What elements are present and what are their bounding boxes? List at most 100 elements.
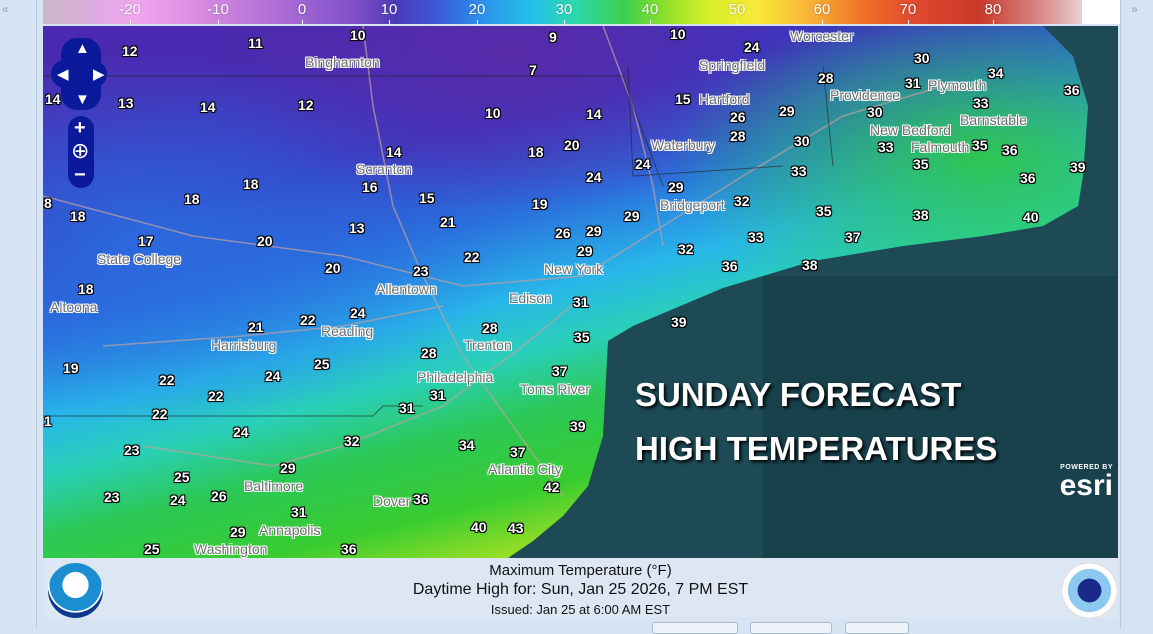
colorbar-tick-label: 70 — [899, 1, 917, 18]
temperature-value: 36 — [722, 258, 738, 274]
temperature-value: 9 — [549, 29, 557, 45]
right-panel-frame: » — [1120, 0, 1153, 628]
temperature-value: 14 — [386, 144, 402, 160]
city-label: New York — [544, 261, 604, 277]
city-label: Dover — [373, 493, 411, 509]
legend-title: Maximum Temperature (°F) — [489, 562, 672, 579]
temperature-value: 35 — [574, 329, 590, 345]
map-shading — [43, 26, 1118, 558]
temperature-value: 14 — [200, 99, 216, 115]
temperature-value: 34 — [988, 65, 1004, 81]
temperature-value: 39 — [671, 314, 687, 330]
colorbar-tick-label: 20 — [468, 1, 486, 18]
temperature-value: 28 — [482, 320, 498, 336]
temperature-value: 31 — [573, 294, 589, 310]
temperature-value: 22 — [152, 406, 168, 422]
temperature-value: 25 — [314, 356, 330, 372]
temperature-value: 18 — [78, 281, 94, 297]
temperature-value: 24 — [635, 156, 651, 172]
temperature-value: 21 — [440, 214, 456, 230]
footer-button-1[interactable] — [652, 622, 738, 634]
temperature-value: 23 — [413, 263, 429, 279]
temperature-value: 35 — [913, 156, 929, 172]
temperature-value: 29 — [779, 103, 795, 119]
pan-right-icon[interactable]: ▶ — [93, 66, 105, 83]
temperature-value: 24 — [744, 39, 760, 55]
city-label: Annapolis — [259, 522, 321, 538]
temperature-value: 29 — [624, 208, 640, 224]
temperature-value: 43 — [508, 520, 524, 536]
city-label: Reading — [321, 323, 374, 339]
temperature-value: 20 — [564, 137, 580, 153]
temperature-value: 23 — [104, 489, 120, 505]
temperature-value: 33 — [791, 163, 807, 179]
colorbar-end — [1082, 0, 1120, 24]
temperature-value: 19 — [63, 360, 79, 376]
zoom-control — [68, 116, 94, 188]
noaa-logo — [48, 563, 103, 618]
city-label: Edison — [509, 290, 552, 306]
temperature-value: 32 — [734, 193, 750, 209]
footer-button-3[interactable] — [845, 622, 909, 634]
temperature-value: 36 — [1020, 170, 1036, 186]
powered-by-text: POWERED BY — [1060, 464, 1113, 471]
city-label: Scranton — [356, 161, 413, 177]
temperature-value: 36 — [1064, 82, 1080, 98]
temperature-value: 15 — [419, 190, 435, 206]
colorbar-tick-mark — [822, 20, 823, 25]
city-label: Allentown — [376, 281, 437, 297]
collapse-right-icon[interactable]: » — [1131, 2, 1138, 16]
city-label: Worcester — [790, 28, 854, 44]
temperature-value: 37 — [845, 229, 861, 245]
temperature-value: 10 — [350, 27, 366, 43]
temperature-value: 29 — [577, 243, 593, 259]
temperature-value: 26 — [211, 488, 227, 504]
colorbar-tick-label: 50 — [728, 1, 746, 18]
temperature-value: 28 — [818, 70, 834, 86]
temperature-value: 19 — [532, 196, 548, 212]
colorbar-tick-label: 10 — [380, 1, 398, 18]
city-label: New Bedford — [870, 122, 951, 138]
temperature-value: 24 — [265, 368, 281, 384]
colorbar-tick-label: -10 — [207, 1, 229, 18]
city-label: Atlantic City — [488, 461, 562, 477]
temperature-value: 18 — [70, 208, 86, 224]
temperature-value: 36 — [341, 541, 357, 557]
map-legend: Maximum Temperature (°F) Daytime High fo… — [43, 558, 1118, 618]
collapse-left-icon[interactable]: « — [2, 2, 9, 16]
temperature-value: 31 — [291, 504, 307, 520]
colorbar-tick-mark — [130, 20, 131, 25]
city-label: State College — [97, 251, 182, 267]
city-label: Altoona — [50, 299, 98, 315]
state-borders — [43, 65, 834, 417]
pan-down-icon[interactable]: ▼ — [75, 91, 90, 108]
temperature-value: 28 — [730, 128, 746, 144]
temperature-value: 40 — [471, 519, 487, 535]
pan-up-icon[interactable]: ▲ — [75, 40, 90, 57]
temperature-value: 40 — [1023, 209, 1039, 225]
colorbar-tick-mark — [389, 20, 390, 25]
temperature-value: 39 — [570, 418, 586, 434]
nws-logo — [1062, 563, 1117, 618]
globe-icon[interactable]: ⊕ — [71, 138, 90, 163]
temperature-value: 24 — [233, 424, 249, 440]
temperature-value: 20 — [257, 233, 273, 249]
temperature-value: 28 — [421, 345, 437, 361]
temperature-value: 38 — [802, 257, 818, 273]
zoom-in-icon[interactable]: + — [74, 117, 86, 139]
temperature-value: 12 — [298, 97, 314, 113]
temperature-value: 13 — [118, 95, 134, 111]
temperature-value: 26 — [730, 109, 746, 125]
colorbar-tick-mark — [218, 20, 219, 25]
esri-attribution[interactable]: POWERED BY esri — [1038, 464, 1113, 501]
zoom-out-icon[interactable]: − — [74, 164, 86, 186]
highways — [43, 26, 944, 497]
city-label: Philadelphia — [417, 369, 494, 385]
headline-line-2: HIGH TEMPERATURES — [635, 430, 998, 467]
footer-button-2[interactable] — [750, 622, 832, 634]
temperature-value: 16 — [362, 179, 378, 195]
temperature-value: 24 — [170, 492, 186, 508]
city-label: Toms River — [520, 381, 591, 397]
pan-left-icon[interactable]: ◀ — [57, 66, 69, 83]
temperature-map[interactable]: Binghamton Springfield Worcester Providence… — [43, 26, 1118, 558]
